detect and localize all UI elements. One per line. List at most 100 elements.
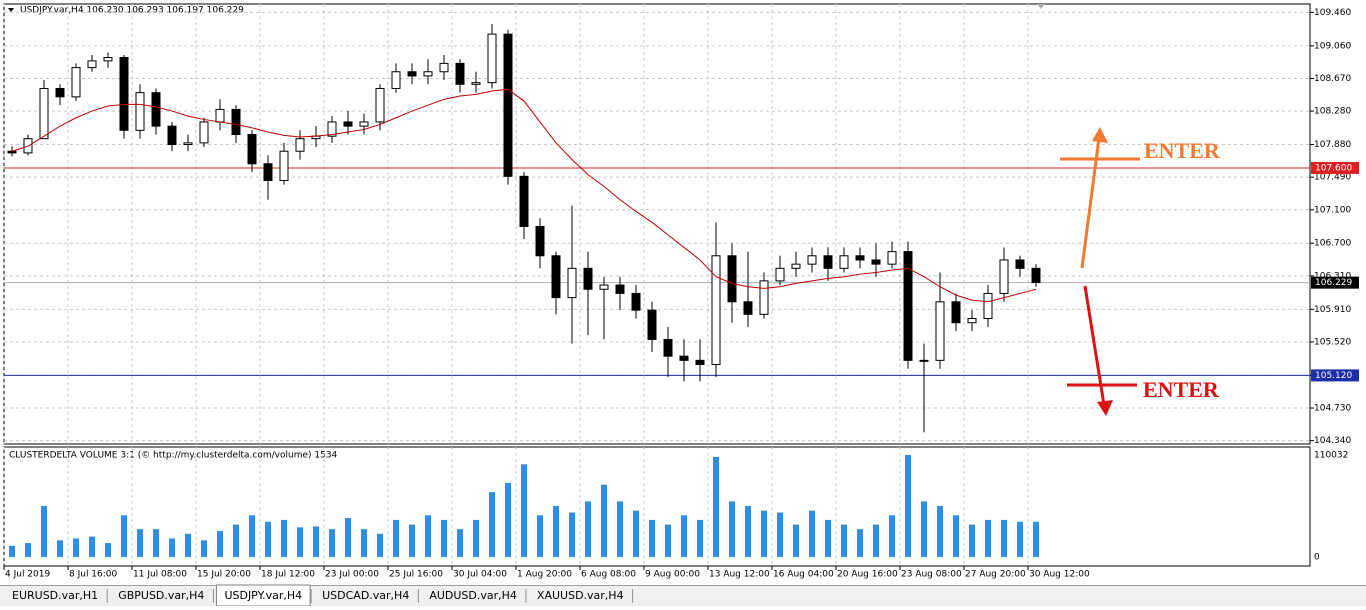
tab-label: EURUSD.var,H1 <box>12 589 98 602</box>
candle-body <box>759 280 769 315</box>
price-label: 106.229 <box>1315 278 1352 288</box>
y-tick-label: 105.520 <box>1314 337 1351 347</box>
volume-bar <box>457 529 463 557</box>
candle-body <box>247 133 257 165</box>
volume-tick-label: 110032 <box>1314 451 1348 461</box>
tab[interactable]: GBPUSD.var,H4 <box>110 587 214 605</box>
candle-body <box>279 150 289 182</box>
candle-body <box>263 163 273 182</box>
x-tick-label: 20 Aug 16:00 <box>837 570 898 580</box>
volume-bar <box>57 540 63 557</box>
candle-body <box>1031 267 1041 284</box>
volume-bar <box>265 521 271 557</box>
tab[interactable]: USDCAD.var,H4 <box>314 587 419 605</box>
volume-bar <box>329 529 335 557</box>
volume-bar <box>649 519 655 557</box>
volume-bar <box>633 510 639 557</box>
candle-body <box>375 87 385 123</box>
candle-body <box>999 259 1009 294</box>
candle-body <box>615 284 625 294</box>
volume-bar <box>217 531 223 557</box>
candle-body <box>343 121 353 127</box>
volume-bar <box>873 524 879 557</box>
candle-body <box>567 267 577 299</box>
volume-bar <box>297 527 303 557</box>
y-tick-label: 104.730 <box>1314 404 1351 414</box>
volume-bar <box>9 545 15 557</box>
candle-body <box>487 33 497 84</box>
tab[interactable]: EURUSD.var,H1 <box>4 587 108 605</box>
candle-body <box>471 82 481 85</box>
y-tick-label: 108.670 <box>1314 74 1351 84</box>
volume-bar <box>889 515 895 557</box>
volume-bar <box>841 524 847 557</box>
candle-body <box>855 255 865 261</box>
volume-bar <box>1017 521 1023 557</box>
x-tick-label: 11 Jul 08:00 <box>133 570 187 580</box>
candle-body <box>951 301 961 324</box>
volume-bar <box>553 506 559 557</box>
candle-body <box>807 255 817 265</box>
volume-bar <box>473 519 479 557</box>
candle-body <box>823 255 833 269</box>
x-tick-label: 30 Aug 12:00 <box>1029 570 1090 580</box>
volume-bar <box>313 526 319 557</box>
x-tick-label: 27 Aug 20:00 <box>965 570 1026 580</box>
candle-body <box>791 263 801 269</box>
candle-body <box>535 226 545 257</box>
price-label-box <box>1311 276 1359 289</box>
tab[interactable]: XAUUSD.var,H4 <box>528 587 634 605</box>
y-tick-label: 107.100 <box>1314 205 1351 215</box>
candle-body <box>839 255 849 269</box>
y-tick-label: 106.310 <box>1314 271 1351 281</box>
candle-body <box>935 301 945 361</box>
volume-bar <box>393 519 399 557</box>
candle-body <box>7 150 17 154</box>
tab[interactable]: USDJPY.var,H4 <box>215 584 312 607</box>
price-panel <box>3 3 1311 445</box>
volume-bar <box>761 510 767 557</box>
candle-body <box>663 338 673 357</box>
candle-body <box>455 62 465 85</box>
x-tick-label: 8 Jul 16:00 <box>69 570 118 580</box>
tab-background <box>314 587 418 605</box>
candle-body <box>775 267 785 282</box>
tab-background <box>528 587 632 605</box>
volume-bar <box>201 540 207 557</box>
candle-body <box>71 67 81 98</box>
volume-bar <box>729 501 735 557</box>
volume-bar <box>905 455 911 557</box>
tab-background <box>4 587 107 605</box>
candle-body <box>551 255 561 299</box>
volume-bar <box>249 515 255 557</box>
arrow-down-head <box>1097 400 1113 416</box>
volume-bar <box>425 515 431 557</box>
indicator-title: CLUSTERDELTA VOLUME 3:1 (© http://my.clu… <box>9 451 338 461</box>
tab[interactable]: AUDUSD.var,H4 <box>421 587 527 605</box>
shift-marker[interactable] <box>1037 4 1045 9</box>
menu-arrow[interactable] <box>8 8 14 12</box>
tab-label: XAUUSD.var,H4 <box>537 589 624 602</box>
price-label-box <box>1311 369 1359 382</box>
y-tick-label: 104.340 <box>1314 436 1351 446</box>
volume-bar <box>953 515 959 557</box>
volume-bar <box>361 529 367 557</box>
y-tick-label: 106.700 <box>1314 239 1351 249</box>
candle-body <box>583 267 593 290</box>
volume-bar <box>745 506 751 557</box>
price-label: 107.600 <box>1315 163 1352 173</box>
candle-body <box>439 62 449 73</box>
volume-bar <box>153 529 159 557</box>
volume-bar <box>697 519 703 557</box>
candle-body <box>983 292 993 320</box>
arrow-up <box>1080 137 1101 269</box>
volume-bar <box>857 529 863 557</box>
volume-bar <box>569 512 575 557</box>
annotation-label: ENTER <box>1144 138 1221 163</box>
volume-bar <box>409 524 415 557</box>
volume-bar <box>921 501 927 557</box>
candle-body <box>631 292 641 311</box>
candle-body <box>39 87 49 140</box>
